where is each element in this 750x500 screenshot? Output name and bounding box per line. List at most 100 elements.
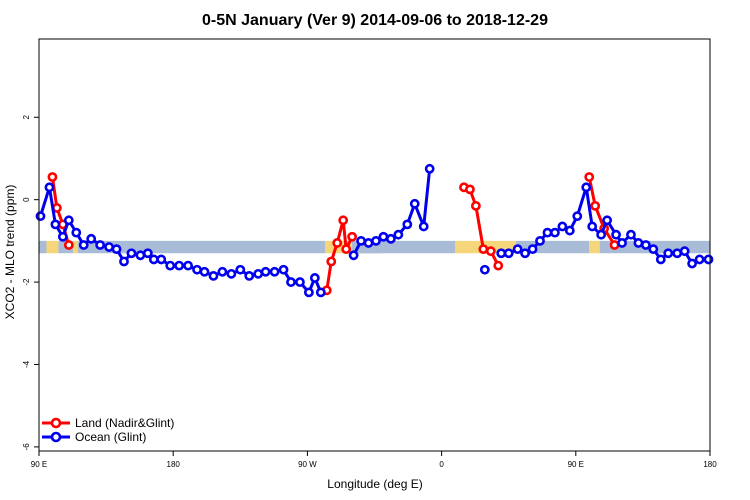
series-1-point-1-4 <box>378 231 389 242</box>
plot-frame <box>38 38 711 452</box>
series-0-point-2-5 <box>493 260 504 271</box>
series-1-point-3-7 <box>550 227 560 238</box>
series-1-point-0-13 <box>135 250 146 261</box>
series-1-point-3-9 <box>564 225 575 236</box>
series-1-point-0-24 <box>226 268 237 279</box>
series-1-point-1-1 <box>356 235 366 246</box>
series-1-point-0-27 <box>253 268 264 279</box>
series-1-point-2-0 <box>479 264 490 275</box>
series-1-point-0-2 <box>50 219 61 230</box>
series-1-point-3-3 <box>520 248 531 259</box>
series-1-point-1-10 <box>424 163 435 174</box>
band-segment-10 <box>589 240 600 254</box>
series-1-point-3-27 <box>703 254 714 265</box>
series-1-point-0-26 <box>244 270 255 281</box>
series-1-point-0-22 <box>208 270 219 281</box>
series-1-point-3-24 <box>679 246 690 257</box>
series-1-point-0-30 <box>278 264 289 275</box>
x-tick-label-0: 90 E <box>31 460 47 469</box>
y-axis: -6 -4 -2 0 2 <box>22 115 39 451</box>
series-1-point-0-35 <box>315 287 326 298</box>
series-0-point-1-2 <box>332 238 343 248</box>
series-1-point-0-8 <box>95 240 106 250</box>
series-1-point-0-25 <box>235 264 246 275</box>
series-0-point-0-0 <box>47 172 58 182</box>
series-1-point-0-20 <box>192 264 202 275</box>
x-axis: 90 E 180 90 W 0 90 E 180 <box>31 451 717 469</box>
series-1 <box>35 163 714 298</box>
legend-marker-1 <box>50 431 62 443</box>
band-segment-0 <box>39 240 47 254</box>
series-1-point-3-23 <box>672 248 683 259</box>
series-1-point-1-3 <box>371 235 381 246</box>
x-tick-label-3: 0 <box>439 460 444 469</box>
series-1-point-0-0 <box>35 211 46 222</box>
series-1-point-0-28 <box>260 266 271 277</box>
series-1-point-0-12 <box>126 248 137 259</box>
series-1-point-0-14 <box>142 248 153 259</box>
y-axis-label: XCO2 - MLO trend (ppm) <box>3 185 17 320</box>
y-tick-label-0: -6 <box>22 443 31 451</box>
series-1-point-0-15 <box>148 254 159 265</box>
series-1-point-0-5 <box>71 227 82 238</box>
band-segment-4 <box>77 240 326 254</box>
series-1-point-0-7 <box>86 233 97 244</box>
series-0-point-3-0 <box>584 172 595 182</box>
y-tick-label-2: -2 <box>22 278 31 286</box>
series-1-point-0-23 <box>217 266 228 277</box>
series-1-point-3-8 <box>557 221 568 232</box>
legend: Land (Nadir&Glint)Ocean (Glint) <box>42 416 174 444</box>
band-segment-3 <box>73 240 78 254</box>
series-0-point-3-3 <box>609 240 620 250</box>
series-1-line-0 <box>39 185 323 294</box>
series-1-point-0-17 <box>165 260 176 271</box>
series-1-point-3-13 <box>596 229 607 240</box>
series-1-point-3-2 <box>512 244 523 255</box>
y-tick-label-4: 2 <box>22 115 31 120</box>
series-1-point-3-4 <box>527 244 538 255</box>
series-1-point-0-9 <box>104 242 114 252</box>
series-1-point-1-2 <box>363 238 374 248</box>
series-1-point-3-0 <box>496 248 507 259</box>
series-1-point-3-21 <box>655 254 666 265</box>
legend-label-0: Land (Nadir&Glint) <box>75 416 174 430</box>
series-1-point-3-25 <box>687 258 698 269</box>
chart-title: 0-5N January (Ver 9) 2014-09-06 to 2018-… <box>202 12 548 29</box>
series-0-line-1 <box>325 218 354 291</box>
series-1-point-3-12 <box>587 221 598 232</box>
band-segment-1 <box>46 240 59 254</box>
series-1-point-0-33 <box>303 287 314 298</box>
series-1-point-3-14 <box>602 215 613 226</box>
series-1-point-1-5 <box>386 233 396 244</box>
series-1-point-3-17 <box>626 229 636 240</box>
series-1-point-1-6 <box>393 229 404 240</box>
x-tick-label-2: 90 W <box>298 460 317 469</box>
series-0 <box>47 172 620 296</box>
series-0-point-2-1 <box>465 184 475 195</box>
series-0-point-2-4 <box>485 246 496 257</box>
series-1-point-3-15 <box>611 229 621 240</box>
series-1-point-0-4 <box>63 215 74 226</box>
series-1-point-0-32 <box>295 277 305 287</box>
series-1-point-1-8 <box>409 198 420 209</box>
series-0-point-2-3 <box>478 244 489 255</box>
series-0-point-3-1 <box>590 200 601 211</box>
series-1-point-0-31 <box>286 277 296 287</box>
series-0-point-0-3 <box>63 240 74 250</box>
series-1-point-3-1 <box>503 248 514 259</box>
series-1-point-3-22 <box>663 248 674 259</box>
legend-item-0: Land (Nadir&Glint) <box>42 416 174 430</box>
series-1-point-3-18 <box>633 238 644 248</box>
legend-item-1: Ocean (Glint) <box>42 430 146 444</box>
series-1-point-0-16 <box>156 254 167 265</box>
series-0-line-3 <box>587 176 616 246</box>
x-tick-label-1: 180 <box>167 460 181 469</box>
legend-marker-0 <box>50 417 62 429</box>
y-tick-label-1: -4 <box>22 360 31 368</box>
series-1-point-3-10 <box>572 211 583 222</box>
legend-label-1: Ocean (Glint) <box>75 430 146 444</box>
series-1-point-0-11 <box>119 256 129 267</box>
series-1-point-0-10 <box>111 244 122 255</box>
series-0-point-1-1 <box>326 256 337 267</box>
series-1-point-1-0 <box>348 250 359 261</box>
